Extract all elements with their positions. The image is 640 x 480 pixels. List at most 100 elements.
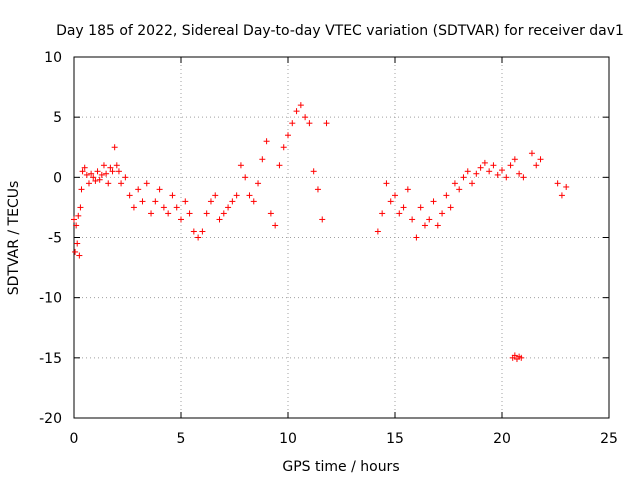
y-tick-label: 5 — [53, 110, 62, 126]
data-point — [507, 162, 514, 169]
x-tick-label: 5 — [177, 431, 186, 447]
data-point — [250, 198, 257, 205]
data-point — [216, 216, 223, 223]
data-point — [139, 198, 146, 205]
data-point — [199, 228, 206, 235]
data-point — [103, 170, 110, 177]
data-point — [417, 204, 424, 211]
data-point — [88, 170, 95, 177]
y-tick-label: -20 — [39, 411, 62, 427]
data-point — [473, 170, 480, 177]
data-point — [306, 120, 313, 127]
data-point — [178, 216, 184, 223]
x-tick-labels: 0 5 10 15 20 25 — [70, 431, 618, 447]
chart-title: Day 185 of 2022, Sidereal Day-to-day VTE… — [56, 23, 624, 39]
data-point — [460, 174, 467, 181]
data-point — [267, 210, 274, 217]
data-point — [143, 180, 150, 187]
y-axis-label: SDTVAR / TECUs — [6, 181, 22, 296]
data-point — [130, 204, 137, 211]
data-point — [255, 180, 262, 187]
data-point — [387, 198, 394, 205]
data-point — [520, 174, 527, 181]
data-point — [160, 204, 167, 211]
data-point — [186, 210, 193, 217]
data-point — [533, 162, 540, 169]
data-point — [76, 252, 83, 259]
data-point — [481, 159, 488, 166]
data-point — [490, 162, 497, 169]
data-point — [225, 204, 232, 211]
data-points — [71, 102, 570, 363]
data-point — [447, 204, 454, 211]
y-tick-label: -5 — [48, 231, 62, 247]
y-tick-label: -10 — [39, 291, 62, 307]
data-point — [107, 164, 114, 171]
data-point — [71, 216, 77, 223]
data-point — [285, 132, 291, 139]
data-point — [100, 162, 107, 169]
data-point — [242, 174, 249, 181]
data-point — [379, 210, 386, 217]
data-point — [72, 248, 79, 255]
data-point — [190, 228, 197, 235]
data-point — [272, 222, 279, 229]
data-point — [173, 204, 180, 211]
data-point — [421, 222, 428, 229]
data-point — [263, 138, 270, 145]
data-point — [74, 240, 81, 247]
data-point — [77, 204, 84, 211]
data-point — [443, 192, 450, 199]
data-point — [451, 180, 458, 187]
data-point — [558, 192, 565, 199]
data-point — [115, 168, 122, 175]
data-point — [400, 204, 407, 211]
data-point — [518, 354, 525, 361]
data-point — [203, 210, 210, 217]
data-point — [92, 177, 99, 184]
data-point — [85, 180, 92, 187]
data-point — [75, 212, 82, 219]
data-point — [430, 198, 437, 205]
data-point — [105, 180, 112, 187]
data-point — [297, 102, 304, 109]
y-tick-label: -15 — [39, 351, 62, 367]
data-point — [486, 168, 493, 175]
data-point — [516, 170, 523, 177]
data-point — [195, 234, 202, 241]
data-point — [499, 167, 505, 174]
data-point — [511, 156, 518, 163]
data-point — [276, 162, 283, 169]
data-point — [169, 192, 176, 199]
data-point — [98, 171, 105, 178]
data-point — [156, 186, 163, 193]
data-point — [396, 210, 403, 217]
data-point — [246, 192, 253, 199]
x-tick-label: 0 — [70, 431, 79, 447]
data-point — [165, 210, 172, 217]
data-point — [464, 168, 471, 175]
x-tick-label: 15 — [386, 431, 404, 447]
axis-ticks — [73, 56, 610, 419]
data-point — [96, 176, 103, 183]
data-point — [503, 174, 510, 181]
data-point — [118, 180, 125, 187]
data-point — [310, 168, 317, 175]
data-point — [113, 162, 120, 169]
data-point — [78, 186, 85, 193]
data-point — [126, 192, 133, 199]
grid-lines — [74, 57, 609, 418]
data-point — [220, 210, 227, 217]
data-point — [135, 186, 142, 193]
data-point — [434, 222, 441, 229]
data-point — [314, 186, 321, 193]
data-point — [109, 168, 116, 175]
y-tick-labels: -20 -15 -10 -5 0 5 10 — [39, 50, 62, 427]
data-point — [152, 198, 159, 205]
data-point — [413, 234, 420, 241]
data-point — [259, 156, 266, 163]
data-point — [212, 192, 219, 199]
x-tick-label: 10 — [279, 431, 297, 447]
y-tick-label: 10 — [44, 50, 62, 66]
data-point — [563, 183, 570, 190]
